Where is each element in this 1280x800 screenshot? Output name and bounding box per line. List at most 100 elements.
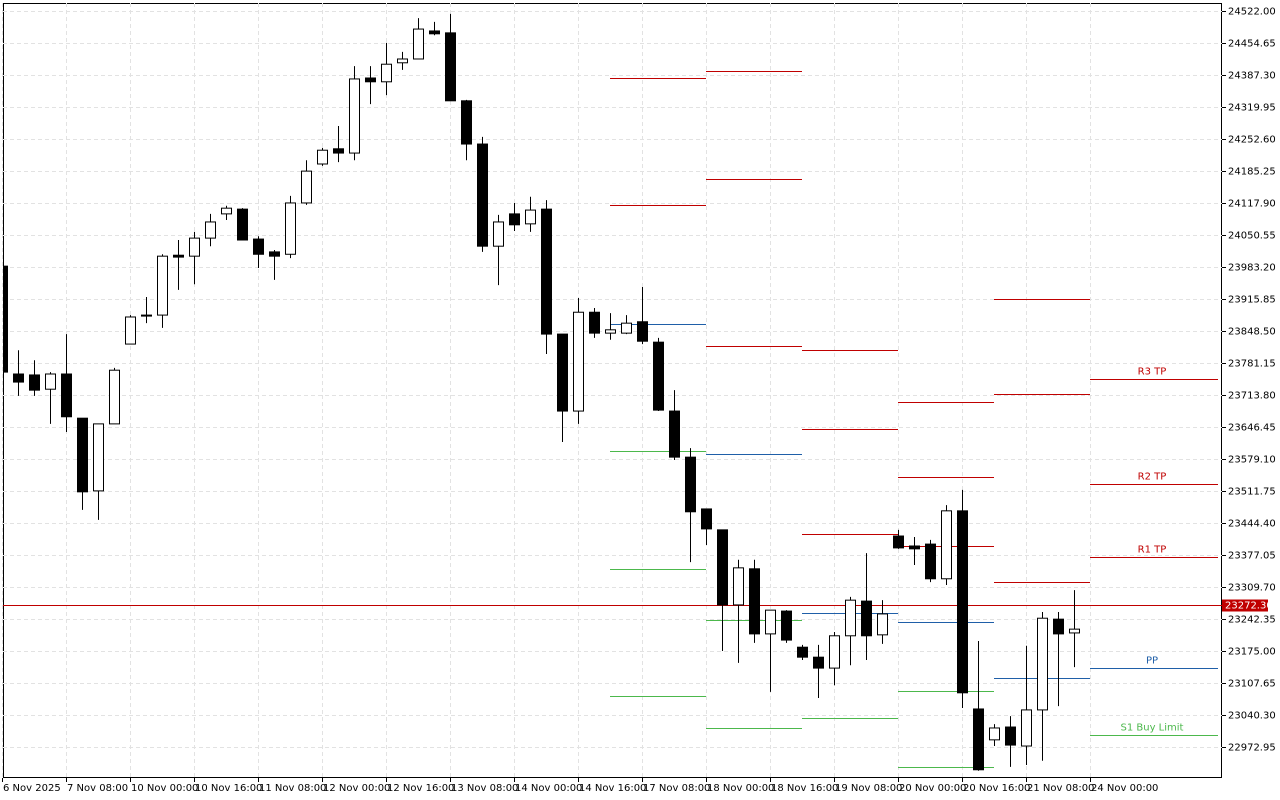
- x-tick-label: 11 Nov 08:00: [259, 783, 326, 794]
- y-tick-label: 24117.90: [1228, 199, 1276, 210]
- x-tick-label: 10 Nov 00:00: [131, 783, 198, 794]
- y-tick-label: 23713.80: [1228, 391, 1276, 402]
- candle-body: [349, 78, 360, 154]
- candle-body: [381, 63, 392, 83]
- y-tick-label: 23444.40: [1228, 519, 1276, 530]
- level-label: R3 TP: [1138, 367, 1167, 378]
- level-label: PP: [1146, 656, 1158, 667]
- candle-body: [829, 635, 840, 669]
- y-tick-label: 24454.65: [1228, 39, 1276, 50]
- candle-body: [477, 143, 488, 247]
- candle-body: [109, 369, 120, 425]
- x-tick-label: 18 Nov 00:00: [707, 783, 774, 794]
- y-tick-label: 24185.25: [1228, 167, 1276, 178]
- candle-body: [813, 656, 824, 669]
- candle-body: [205, 221, 216, 239]
- y-tick-label: 23175.00: [1228, 647, 1276, 658]
- x-tick-label: 14 Nov 16:00: [579, 783, 646, 794]
- candle-body: [45, 373, 56, 390]
- candle-body: [253, 238, 264, 255]
- y-tick-label: 23511.75: [1228, 487, 1276, 498]
- candle-body: [461, 100, 472, 145]
- candle-body: [13, 373, 24, 383]
- candle-body: [621, 322, 632, 334]
- candle-body: [509, 213, 520, 226]
- candle-body: [941, 510, 952, 580]
- candle-body: [493, 221, 504, 247]
- x-tick-label: 20 Nov 16:00: [963, 783, 1030, 794]
- candle-body: [1053, 618, 1064, 635]
- candle-body: [653, 341, 664, 411]
- y-tick-label: 24387.30: [1228, 71, 1276, 82]
- candle-body: [125, 316, 136, 345]
- level-label: R2 TP: [1138, 472, 1167, 483]
- candle-body: [237, 208, 248, 241]
- candle-body: [925, 543, 936, 580]
- candle-body: [605, 329, 616, 334]
- candle-body: [685, 456, 696, 513]
- y-tick-label: 23579.10: [1228, 455, 1276, 466]
- candle-body: [701, 508, 712, 530]
- y-tick-label: 23848.50: [1228, 327, 1276, 338]
- y-tick-label: 23107.65: [1228, 679, 1276, 690]
- x-tick-label: 19 Nov 08:00: [835, 783, 902, 794]
- candle-body: [573, 311, 584, 412]
- candle-body: [317, 149, 328, 165]
- candle-body: [301, 170, 312, 204]
- candle-body: [333, 148, 344, 154]
- candle-body: [637, 321, 648, 342]
- x-tick-label: 20 Nov 00:00: [899, 783, 966, 794]
- level-label: R1 TP: [1138, 545, 1167, 556]
- candle-body: [877, 613, 888, 636]
- candle-body: [733, 567, 744, 606]
- candle-body: [429, 30, 440, 35]
- x-tick-label: 18 Nov 16:00: [771, 783, 838, 794]
- x-tick-label: 24 Nov 00:00: [1091, 783, 1158, 794]
- y-tick-label: 24522.00: [1228, 7, 1276, 18]
- y-tick-label: 23242.35: [1228, 615, 1276, 626]
- candle-body: [893, 535, 904, 549]
- x-tick-label: 14 Nov 00:00: [515, 783, 582, 794]
- candle-body: [845, 599, 856, 637]
- candle-body: [141, 314, 152, 317]
- candle-body: [77, 417, 88, 493]
- y-tick-label: 23646.45: [1228, 423, 1276, 434]
- y-tick-label: 23377.05: [1228, 551, 1276, 562]
- x-tick-label: 7 Nov 08:00: [67, 783, 128, 794]
- y-tick-label: 23309.70: [1228, 583, 1276, 594]
- candle-body: [557, 333, 568, 412]
- y-tick-label: 24319.95: [1228, 103, 1276, 114]
- candle-body: [589, 311, 600, 334]
- candle-body: [957, 510, 968, 694]
- y-tick-label: 23040.30: [1228, 711, 1276, 722]
- candle-body: [269, 251, 280, 257]
- x-tick-label: 12 Nov 16:00: [387, 783, 454, 794]
- candle-body: [189, 237, 200, 257]
- candle-body: [1021, 709, 1032, 747]
- candle-body: [989, 727, 1000, 741]
- axes: 24522.00 24454.65 24387.30 24319.95 24252.60…: [2, 7, 1276, 794]
- candle-body: [541, 208, 552, 335]
- x-tick-label: 12 Nov 00:00: [323, 783, 390, 794]
- level-label: S1 Buy Limit: [1121, 723, 1184, 734]
- candle-body: [413, 28, 424, 60]
- candle-body: [3, 265, 8, 373]
- candle-body: [797, 646, 808, 658]
- candle-body: [173, 254, 184, 258]
- x-tick-label: 21 Nov 08:00: [1027, 783, 1094, 794]
- candle-body: [397, 58, 408, 64]
- y-tick-label: 24050.55: [1228, 231, 1276, 242]
- candle-body: [669, 410, 680, 458]
- plot-area: R3 TP R2 TP R1 TP PP S1 Buy Limit: [3, 13, 1222, 771]
- x-tick-label: 6 Nov 2025: [3, 783, 61, 794]
- candle-body: [61, 373, 72, 418]
- candle-body: [973, 708, 984, 771]
- y-tick-label: 23915.85: [1228, 295, 1276, 306]
- candle-body: [1037, 617, 1048, 711]
- candle-body: [445, 32, 456, 102]
- y-tick-label: 22972.95: [1228, 743, 1276, 754]
- candle-body: [861, 600, 872, 637]
- candle-body: [29, 374, 40, 391]
- current-price-label: 23272.30: [1225, 601, 1273, 612]
